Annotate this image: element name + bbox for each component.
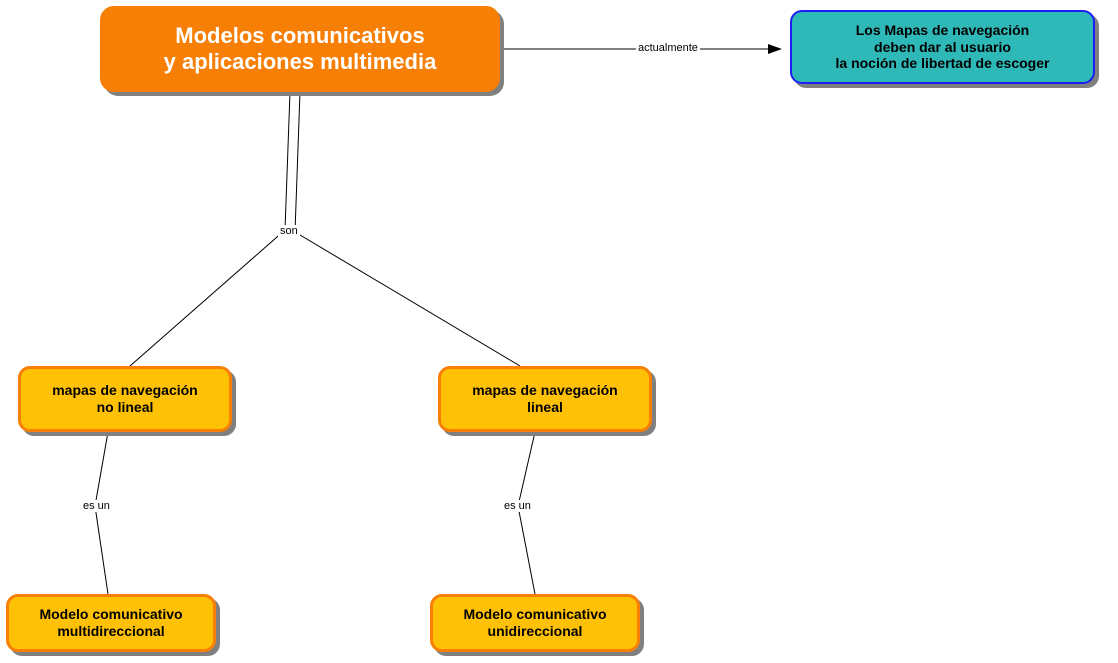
edge-e-nolineal-multi xyxy=(95,432,108,594)
node-uni[interactable]: Modelo comunicativo unidireccional xyxy=(430,594,640,652)
node-nolineal[interactable]: mapas de navegación no lineal xyxy=(18,366,232,432)
edge-label-root-right: actualmente xyxy=(636,42,700,54)
node-root[interactable]: Modelos comunicativos y aplicaciones mul… xyxy=(100,6,500,92)
node-label-uni: Modelo comunicativo unidireccional xyxy=(463,606,606,640)
edge-e-root-son-right xyxy=(295,92,520,366)
edge-e-lineal-uni xyxy=(518,432,535,594)
node-label-root: Modelos comunicativos y aplicaciones mul… xyxy=(164,23,437,76)
node-label-lineal: mapas de navegación lineal xyxy=(472,382,618,416)
node-right[interactable]: Los Mapas de navegación deben dar al usu… xyxy=(790,10,1095,84)
node-multi[interactable]: Modelo comunicativo multidireccional xyxy=(6,594,216,652)
node-label-multi: Modelo comunicativo multidireccional xyxy=(39,606,182,640)
edge-label-son: son xyxy=(278,225,300,237)
edge-label-nolineal-multi: es un xyxy=(81,500,112,512)
edge-label-lineal-uni: es un xyxy=(502,500,533,512)
node-label-nolineal: mapas de navegación no lineal xyxy=(52,382,198,416)
node-lineal[interactable]: mapas de navegación lineal xyxy=(438,366,652,432)
edges-layer xyxy=(0,0,1118,663)
edge-e-root-son-left xyxy=(130,92,290,366)
node-label-right: Los Mapas de navegación deben dar al usu… xyxy=(836,22,1050,72)
